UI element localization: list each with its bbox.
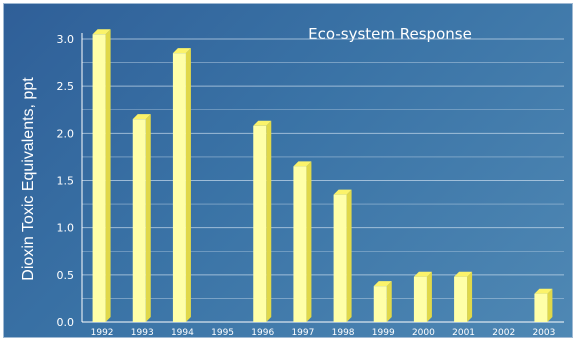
chart-title: Eco-system Response <box>308 25 472 43</box>
bar <box>253 120 272 322</box>
bar-front <box>373 286 387 322</box>
bar <box>132 114 151 322</box>
bar <box>373 281 392 322</box>
y-tick-label: 1.0 <box>57 222 75 235</box>
bar-front <box>293 166 307 322</box>
x-tick-label: 1998 <box>332 328 355 338</box>
bar-side <box>547 288 553 322</box>
x-axis-ticks: 1992 1993 1994 1995 1996 1997 1998 1999 2000 2001… <box>91 328 556 338</box>
bar-top <box>172 48 191 54</box>
y-tick-label: 0.5 <box>57 269 75 282</box>
y-tick-label: 3.0 <box>57 33 75 46</box>
bar-side <box>185 48 191 323</box>
y-tick-label: 2.0 <box>57 127 75 140</box>
bar-side <box>386 281 392 322</box>
x-tick-label: 1992 <box>91 328 114 338</box>
y-tick-label: 1.5 <box>57 175 75 188</box>
bar-top <box>132 114 151 120</box>
bar-top <box>253 120 272 126</box>
bar <box>413 271 432 322</box>
bar-side <box>145 114 151 322</box>
y-tick-label: 0.0 <box>57 316 75 329</box>
bar-top <box>92 29 111 35</box>
bar-front <box>253 125 267 322</box>
x-tick-label: 2000 <box>412 328 435 338</box>
x-tick-label: 1999 <box>372 328 395 338</box>
bar-front <box>413 276 427 322</box>
x-tick-label: 2001 <box>452 328 475 338</box>
y-tick-label: 2.5 <box>57 80 75 93</box>
x-tick-label: 1995 <box>211 328 234 338</box>
bars <box>92 29 553 323</box>
bar-front <box>333 194 347 322</box>
bar-top <box>454 271 473 277</box>
grid-lines <box>81 33 564 323</box>
x-tick-label: 1993 <box>131 328 154 338</box>
bar-top <box>293 161 312 167</box>
bar <box>534 288 553 322</box>
bar <box>92 29 111 323</box>
y-axis-ticks: 0.0 0.5 1.0 1.5 2.0 2.5 3.0 <box>57 33 75 329</box>
bar-side <box>467 271 473 322</box>
chart-panel: Eco-system Response Dioxin Toxic Equival… <box>3 3 573 338</box>
bar-front <box>454 276 468 322</box>
bar-front <box>172 53 186 323</box>
bar-side <box>105 29 111 323</box>
x-tick-label: 1994 <box>171 328 194 338</box>
x-tick-label: 2003 <box>532 328 555 338</box>
bar-side <box>306 161 312 322</box>
bar-side <box>346 189 352 322</box>
bar-side <box>426 271 432 322</box>
bar <box>333 189 352 322</box>
bar <box>172 48 191 323</box>
y-axis-label: Dioxin Toxic Equivalents, ppt <box>20 77 37 281</box>
bar-front <box>132 119 146 322</box>
bar <box>293 161 312 322</box>
bar-chart: Eco-system Response Dioxin Toxic Equival… <box>20 25 564 338</box>
bar <box>454 271 473 322</box>
bar-side <box>266 120 272 322</box>
x-tick-label: 2002 <box>492 328 515 338</box>
x-tick-label: 1997 <box>291 328 314 338</box>
bar-front <box>534 293 548 322</box>
bar-top <box>413 271 432 277</box>
bar-front <box>92 34 106 323</box>
bar-top <box>534 288 553 294</box>
bar-top <box>333 189 352 195</box>
bar-top <box>373 281 392 287</box>
x-tick-label: 1996 <box>251 328 274 338</box>
